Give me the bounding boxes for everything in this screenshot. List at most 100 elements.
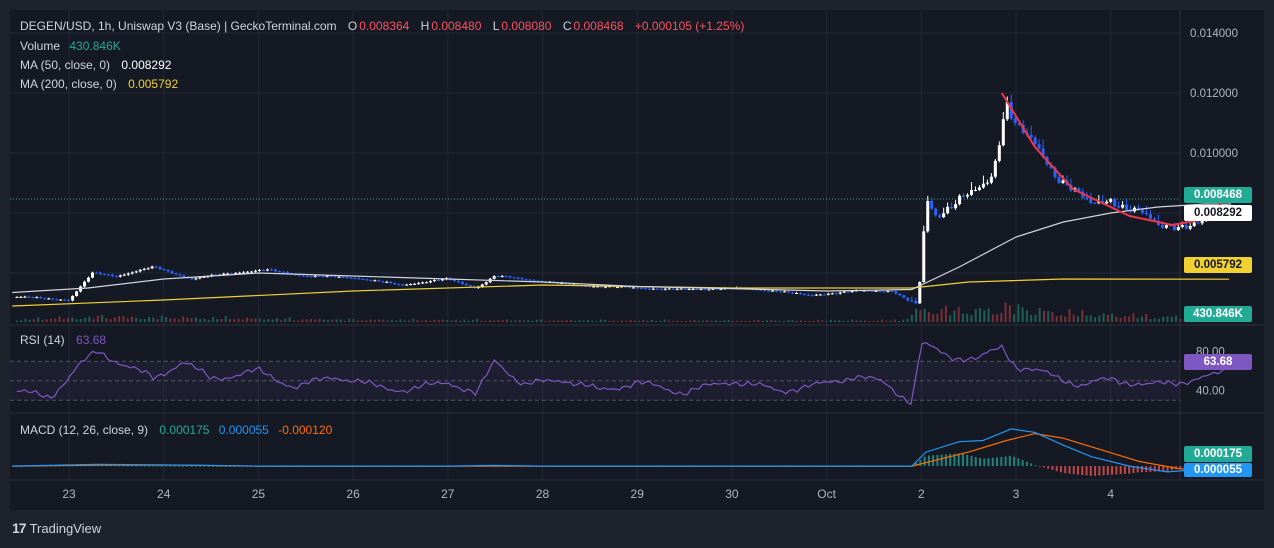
volume-bar-139 [608, 321, 611, 322]
candle-body-89 [369, 280, 373, 282]
volume-bar-170 [740, 320, 743, 322]
candle-body-289 [1164, 225, 1168, 228]
volume-bar-95 [420, 320, 423, 322]
volume-bar-150 [655, 321, 658, 322]
volume-bar-47 [216, 319, 219, 322]
candle-body-252 [1017, 123, 1021, 125]
candle-body-271 [1093, 203, 1097, 205]
volume-bar-271 [1170, 316, 1173, 322]
price-badge: 0.008468 [1184, 187, 1252, 203]
candle-body-44 [190, 277, 194, 280]
volume-bar-86 [382, 319, 385, 322]
volume-bar-31 [148, 316, 151, 322]
volume-bar-111 [488, 320, 491, 322]
volume-bar-41 [190, 318, 193, 322]
ma50-line [12, 203, 1230, 294]
macd-hist-bar-231 [1000, 456, 1003, 467]
macd-hist-bar-224 [970, 455, 973, 467]
volume-bar-144 [629, 319, 632, 322]
macd-hist-bar-16 [84, 465, 87, 467]
volume-bar-259 [1119, 317, 1122, 322]
volume-bar-245 [1059, 315, 1062, 322]
high-label: H [420, 19, 430, 33]
candle-body-157 [639, 288, 643, 290]
volume-bar-246 [1064, 316, 1067, 322]
volume-bar-117 [514, 320, 517, 322]
candle-body-23 [106, 274, 110, 276]
candle-body-68 [285, 272, 289, 274]
macd-hist-bar-245 [1059, 466, 1062, 473]
candle-body-229 [926, 200, 930, 232]
candle-body-5 [35, 297, 39, 299]
macd-hist-bar-18 [92, 465, 95, 467]
candle-body-63 [265, 269, 269, 271]
candle-body-36 [158, 266, 162, 270]
volume-bar-108 [476, 318, 479, 322]
candle-body-165 [671, 288, 675, 290]
macd-line-badge: 0.000055 [1184, 463, 1252, 477]
volume-bar-67 [301, 319, 304, 322]
macd-hist-bar-30 [143, 465, 146, 467]
macd-hist-bar-248 [1072, 466, 1075, 475]
volume-bar-167 [727, 319, 730, 322]
volume-bar-166 [723, 320, 726, 322]
volume-bar-74 [331, 319, 334, 322]
volume-bar-32 [152, 317, 155, 322]
candle-body-77 [321, 275, 325, 277]
macd-hist-bar-227 [983, 458, 986, 467]
volume-bar-14 [75, 319, 78, 322]
low-value: 0.008080 [501, 19, 552, 33]
macd-hist-bar-270 [1166, 466, 1169, 472]
macd-hist-bar-50 [228, 466, 231, 467]
volume-bar-131 [574, 320, 577, 322]
low-label: L [492, 19, 500, 33]
volume-bar-136 [595, 321, 598, 322]
candle-body-189 [767, 290, 771, 292]
volume-bar-268 [1157, 318, 1160, 322]
tradingview-logo[interactable]: 17 TradingView [12, 520, 101, 536]
macd-hist-bar-269 [1162, 466, 1165, 472]
volume-bar-23 [113, 317, 116, 322]
volume-bar-145 [633, 320, 636, 322]
candle-body-29 [130, 272, 134, 274]
candle-body-204 [826, 293, 830, 295]
candle-body-193 [783, 291, 787, 293]
volume-bar-161 [702, 320, 705, 322]
ma200-line [12, 278, 1230, 307]
candle-body-18 [87, 277, 91, 282]
macd-hist-bar-256 [1106, 466, 1109, 475]
ma50-badge: 0.008292 [1184, 205, 1252, 221]
candle-body-2 [23, 296, 27, 298]
macd-hist-bar-23 [113, 465, 116, 467]
volume-bar-205 [889, 320, 892, 322]
candle-body-114 [468, 285, 472, 287]
candle-body-75 [313, 275, 317, 277]
candle-body-270 [1089, 198, 1093, 204]
volume-bar-135 [591, 320, 594, 322]
volume-bar-21 [105, 318, 108, 322]
volume-bar-45 [207, 319, 210, 322]
candle-body-192 [779, 291, 783, 293]
candle-body-277 [1117, 206, 1121, 208]
candle-body-236 [954, 204, 958, 209]
macd-hist-bar-20 [101, 465, 104, 467]
volume-bar-132 [578, 320, 581, 322]
volume-bar-80 [356, 320, 359, 322]
macd-label: MACD (12, 26, close, 9) [20, 423, 149, 437]
candle-body-27 [122, 274, 126, 276]
volume-bar-203 [880, 319, 883, 322]
volume-bar-121 [531, 320, 534, 322]
candle-body-4 [31, 297, 35, 299]
volume-bar-241 [1042, 310, 1045, 322]
candle-body-238 [962, 195, 966, 197]
candle-body-110 [452, 279, 456, 282]
volume-bar-4 [32, 319, 35, 322]
candle-body-208 [842, 291, 846, 293]
macd-hist-bar-35 [165, 465, 168, 467]
volume-bar-13 [71, 317, 74, 322]
candle-body-12 [63, 299, 67, 301]
macd-hist-bar-52 [237, 466, 240, 467]
macd-hist-bar-273 [1179, 466, 1182, 469]
macd-line-value: 0.000055 [218, 423, 269, 437]
candle-body-249 [1005, 102, 1009, 120]
